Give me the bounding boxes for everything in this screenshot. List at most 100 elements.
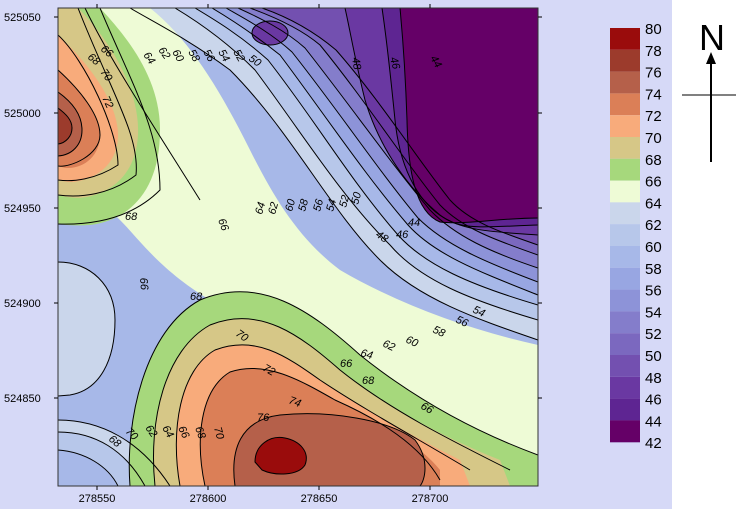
- contour-label: 46: [396, 229, 409, 241]
- contour-label: 54: [471, 304, 487, 320]
- legend-label: 54: [645, 304, 662, 321]
- legend-swatch: [610, 224, 640, 246]
- legend-label: 64: [645, 195, 662, 212]
- contour-label: 44: [408, 217, 420, 229]
- legend-swatch: [610, 28, 640, 50]
- contour-label: 64: [359, 347, 374, 362]
- legend-label: 70: [645, 130, 662, 147]
- contour-label: 66: [215, 217, 231, 233]
- legend-swatch: [610, 93, 640, 116]
- contour-label: 56: [454, 314, 471, 330]
- contour-label: 54: [324, 198, 339, 213]
- contour-label: 62: [381, 338, 397, 354]
- x-tick-label: 278700: [412, 493, 449, 505]
- x-tick-label: 278650: [301, 493, 338, 505]
- legend-swatch: [610, 246, 640, 268]
- north-arrowhead-icon: [706, 52, 716, 64]
- y-tick-label: 524950: [4, 203, 41, 215]
- y-tick-label: 525050: [4, 12, 41, 24]
- contour-label: 58: [296, 197, 311, 213]
- legend-swatch: [610, 158, 640, 181]
- contour-fills: [58, 8, 538, 486]
- contour-label: 64: [159, 424, 176, 441]
- legend-swatch: [610, 420, 640, 443]
- contour-label: 62: [266, 201, 281, 216]
- contour-label: 50: [349, 190, 364, 206]
- north-label: N: [699, 17, 725, 58]
- legend-label: 74: [645, 86, 662, 103]
- contour-label: 58: [431, 324, 448, 340]
- contour-label: 48: [349, 56, 363, 71]
- legend-label: 80: [645, 21, 662, 38]
- contour-label: 52: [337, 194, 352, 209]
- contour-label: 52: [230, 48, 247, 65]
- contour-label: 66: [137, 277, 150, 291]
- legend-label: 56: [645, 283, 662, 300]
- legend-swatch: [610, 311, 640, 334]
- legend-swatch: [610, 333, 640, 355]
- contour-label: 66: [340, 358, 353, 370]
- contour-label: 72: [261, 362, 278, 379]
- legend-label: 48: [645, 370, 662, 387]
- legend-label: 78: [645, 43, 662, 60]
- legend-label: 60: [645, 239, 662, 256]
- legend-swatch: [610, 398, 640, 421]
- contour-label: 68: [362, 375, 375, 387]
- y-axis: 525050 525000 524950 524900 524850: [4, 12, 542, 405]
- contour-label: 66: [175, 424, 191, 441]
- legend-swatch: [610, 202, 640, 225]
- band-44: [400, 8, 538, 223]
- contour-label: 68: [190, 291, 203, 303]
- band-60B: [58, 450, 118, 486]
- x-tick-label: 278550: [79, 493, 116, 505]
- band-64L: [58, 262, 115, 396]
- legend-swatch: [610, 267, 640, 290]
- contour-label: 56: [311, 197, 326, 213]
- legend-label: 50: [645, 348, 662, 365]
- legend-swatch: [610, 355, 640, 377]
- contour-label: 68: [125, 211, 138, 223]
- contour-label: 60: [283, 197, 298, 213]
- contour-label: 68: [192, 425, 208, 441]
- y-tick-label: 524850: [4, 393, 41, 405]
- contour-label: 72: [99, 94, 115, 110]
- contour-label: 54: [215, 48, 232, 65]
- legend-swatch: [610, 289, 640, 312]
- x-tick-label: 278600: [190, 493, 227, 505]
- legend-swatch: [610, 49, 640, 72]
- north-arrow: N: [682, 17, 736, 162]
- legend-label: 62: [645, 217, 662, 234]
- legend-label: 46: [645, 392, 662, 409]
- color-legend: 80 78 76 74 72 70 68 66 64 62 60 58 56 54 52 50 48 46 44 42: [610, 21, 662, 452]
- contour-label: 70: [211, 426, 226, 442]
- legend-label: 44: [645, 413, 662, 430]
- legend-swatch: [610, 115, 640, 137]
- legend-label: 58: [645, 261, 662, 278]
- legend-swatch: [610, 180, 640, 203]
- band-78B: [255, 437, 307, 475]
- legend-label: 68: [645, 152, 662, 169]
- legend-label: 66: [645, 174, 662, 191]
- legend-swatch: [610, 137, 640, 159]
- contour-label: 44: [427, 54, 444, 71]
- contour-label: 46: [387, 56, 402, 72]
- legend-swatch: [610, 376, 640, 399]
- x-axis: 278550 278600 278650 278700: [79, 4, 449, 505]
- contour-label: 74: [287, 395, 303, 410]
- contour-label: 76: [257, 412, 270, 424]
- legend-swatch: [610, 71, 640, 94]
- legend-label: 72: [645, 108, 662, 125]
- y-tick-label: 524900: [4, 298, 41, 310]
- contour-lines: [58, 8, 538, 486]
- band-50-bump: [252, 21, 288, 45]
- contour-label: 60: [404, 334, 421, 350]
- legend-label: 52: [645, 326, 662, 343]
- contour-label: 62: [156, 45, 173, 62]
- contour-label: 64: [253, 201, 268, 216]
- contour-label: 64: [141, 50, 158, 67]
- legend-label: 42: [645, 435, 662, 452]
- legend-label: 76: [645, 65, 662, 82]
- contour-label: 62: [143, 423, 160, 440]
